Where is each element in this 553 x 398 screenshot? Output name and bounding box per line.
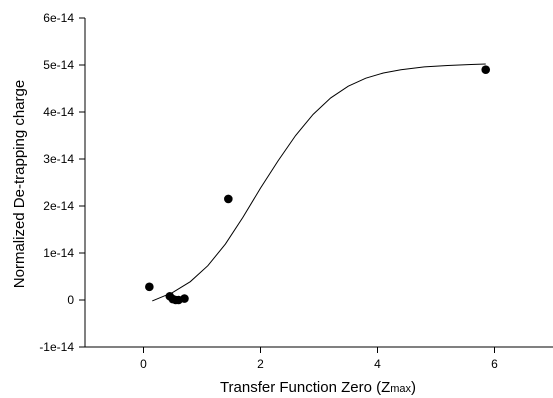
data-points [145,65,491,305]
y-tick-label: 5e-14 [43,58,74,72]
fit-curve [152,63,486,302]
plot-frame [84,18,553,348]
x-axis-title-subscript: max [390,383,411,395]
data-point [224,194,233,204]
x-tick-label: 6 [491,357,498,371]
data-point [481,65,491,74]
x-axis-title-main: Transfer Function Zero (Z [220,379,390,396]
y-tick-label: 0 [67,293,74,307]
y-axis-ticks: -1e-14 0 1e-14 2e-14 3e-14 4e-14 5e-14 6e-14 [39,11,85,354]
y-tick-label: 4e-14 [43,105,74,119]
x-axis-title-end: ) [411,379,416,396]
x-tick-label: 2 [257,357,264,371]
y-tick-label: -1e-14 [39,340,74,354]
x-tick-label: 4 [374,357,381,371]
y-tick-label: 3e-14 [43,152,74,166]
data-point [180,294,189,303]
x-axis-ticks: 0 2 4 6 [140,347,498,371]
y-tick-label: 1e-14 [43,246,74,260]
data-point [145,282,154,292]
y-axis-title: Normalized De-trapping charge [11,80,28,288]
x-axis-title: Transfer Function Zero (Zmax) [220,379,416,396]
y-tick-label: 6e-14 [43,11,74,25]
y-tick-label: 2e-14 [43,199,74,213]
x-tick-label: 0 [140,357,147,371]
